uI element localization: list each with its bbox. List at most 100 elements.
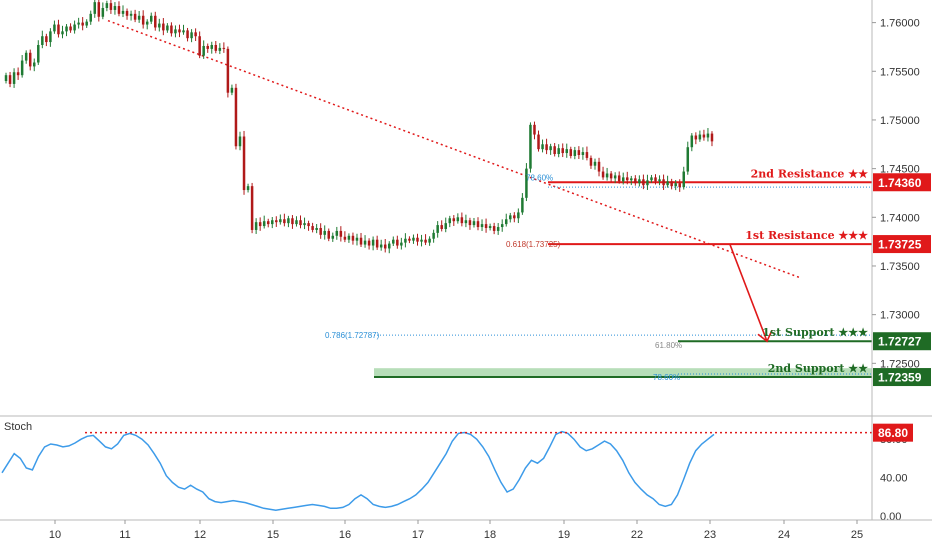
candle-body	[694, 135, 698, 140]
candle-body	[20, 60, 24, 76]
stoch-tick-label: 40.00	[880, 473, 908, 485]
projection-line	[729, 244, 768, 342]
candle-body	[275, 220, 278, 223]
time-tick-label: 16	[339, 529, 351, 541]
time-tick-label: 12	[194, 529, 206, 541]
candle-body	[49, 31, 52, 43]
level-name-label: 1st Resistance ★★★	[745, 229, 868, 242]
candle-body	[250, 186, 254, 230]
fib-label: 0.618(1.73725)	[506, 240, 561, 249]
candle-body	[464, 220, 468, 224]
time-tick-label: 18	[484, 529, 496, 541]
candle-body	[416, 237, 419, 242]
candle-body	[170, 25, 173, 34]
candle-body	[226, 48, 230, 93]
candle-body	[529, 124, 532, 169]
candle-body	[577, 150, 581, 155]
candle-body	[557, 148, 560, 155]
candle-body	[4, 75, 8, 82]
descending-trendline	[107, 19, 801, 279]
time-tick-label: 10	[49, 529, 61, 541]
candle-body	[12, 72, 16, 84]
candle-body	[198, 36, 201, 56]
candle-body	[258, 222, 262, 227]
candle-body	[89, 13, 92, 22]
stoch-level-tag-bg	[873, 423, 913, 442]
candle-body	[472, 221, 476, 226]
candle-body	[65, 26, 68, 32]
candle-body	[97, 2, 101, 17]
candle-body	[311, 226, 314, 230]
candle-body	[396, 239, 399, 246]
candle-body	[266, 221, 270, 225]
candle-body	[57, 24, 60, 35]
candle-body	[295, 220, 298, 225]
candle-body	[609, 173, 613, 179]
time-tick-label: 19	[558, 529, 570, 541]
candle-body	[283, 219, 286, 224]
candle-body	[133, 13, 137, 20]
level-price-tag: 1.72359	[873, 368, 931, 387]
candle-body	[271, 220, 274, 225]
candle-body	[41, 36, 44, 45]
fib-label: 61.80%	[655, 341, 682, 350]
candle-body	[210, 44, 214, 49]
candle-body	[444, 223, 447, 229]
candle-body	[315, 228, 318, 230]
candle-body	[166, 25, 169, 31]
candles	[4, 0, 714, 254]
candle-body	[492, 226, 496, 231]
candle-body	[400, 242, 403, 246]
candle-body	[371, 239, 375, 246]
candle-body	[666, 181, 669, 186]
candle-body	[521, 197, 524, 213]
candle-body	[432, 232, 435, 239]
candle-body	[654, 177, 657, 182]
level-price-tag: 1.72727	[873, 332, 931, 351]
candle-body	[428, 238, 431, 243]
candle-body	[698, 134, 702, 140]
trendline-layer	[107, 19, 801, 279]
candle-body	[129, 13, 133, 16]
candle-body	[525, 168, 528, 198]
candle-body	[682, 171, 685, 188]
stoch-label: Stoch	[4, 421, 32, 433]
candle-body	[61, 31, 64, 35]
candle-body	[33, 62, 36, 67]
candle-body	[678, 183, 681, 188]
candle-body	[630, 178, 633, 181]
level-price-tag: 1.73725	[873, 235, 931, 254]
candle-body	[230, 87, 234, 93]
candle-body	[279, 219, 282, 223]
candle-body	[706, 133, 710, 138]
candle-body	[214, 44, 218, 51]
level-price-tag-bg	[873, 332, 931, 351]
candle-body	[605, 173, 609, 178]
price-tick-label: 1.76000	[880, 18, 920, 30]
candle-body	[565, 149, 569, 154]
candle-body	[222, 47, 226, 49]
candle-body	[234, 87, 238, 147]
candle-body	[69, 26, 72, 31]
candle-body	[569, 149, 573, 156]
candle-body	[388, 243, 391, 249]
candle-body	[621, 177, 625, 182]
price-tick-label: 1.75500	[880, 66, 920, 78]
candle-body	[553, 146, 556, 155]
candle-body	[662, 179, 665, 186]
candle-body	[24, 52, 28, 61]
candle-body	[549, 146, 552, 151]
stoch-level-tag-value: 86.80	[878, 426, 908, 440]
stoch-level-tag: 86.80	[873, 423, 913, 442]
candle-body	[202, 45, 205, 56]
projection-arrow	[729, 244, 773, 343]
price-tick-label: 1.75000	[880, 115, 920, 127]
level-price-tag-bg	[873, 173, 931, 192]
candle-body	[158, 23, 161, 28]
candle-body	[287, 218, 290, 224]
candle-body	[355, 237, 359, 241]
fib-label: 78.60%	[526, 173, 553, 182]
level-name-label: 2nd Resistance ★★	[751, 167, 868, 180]
